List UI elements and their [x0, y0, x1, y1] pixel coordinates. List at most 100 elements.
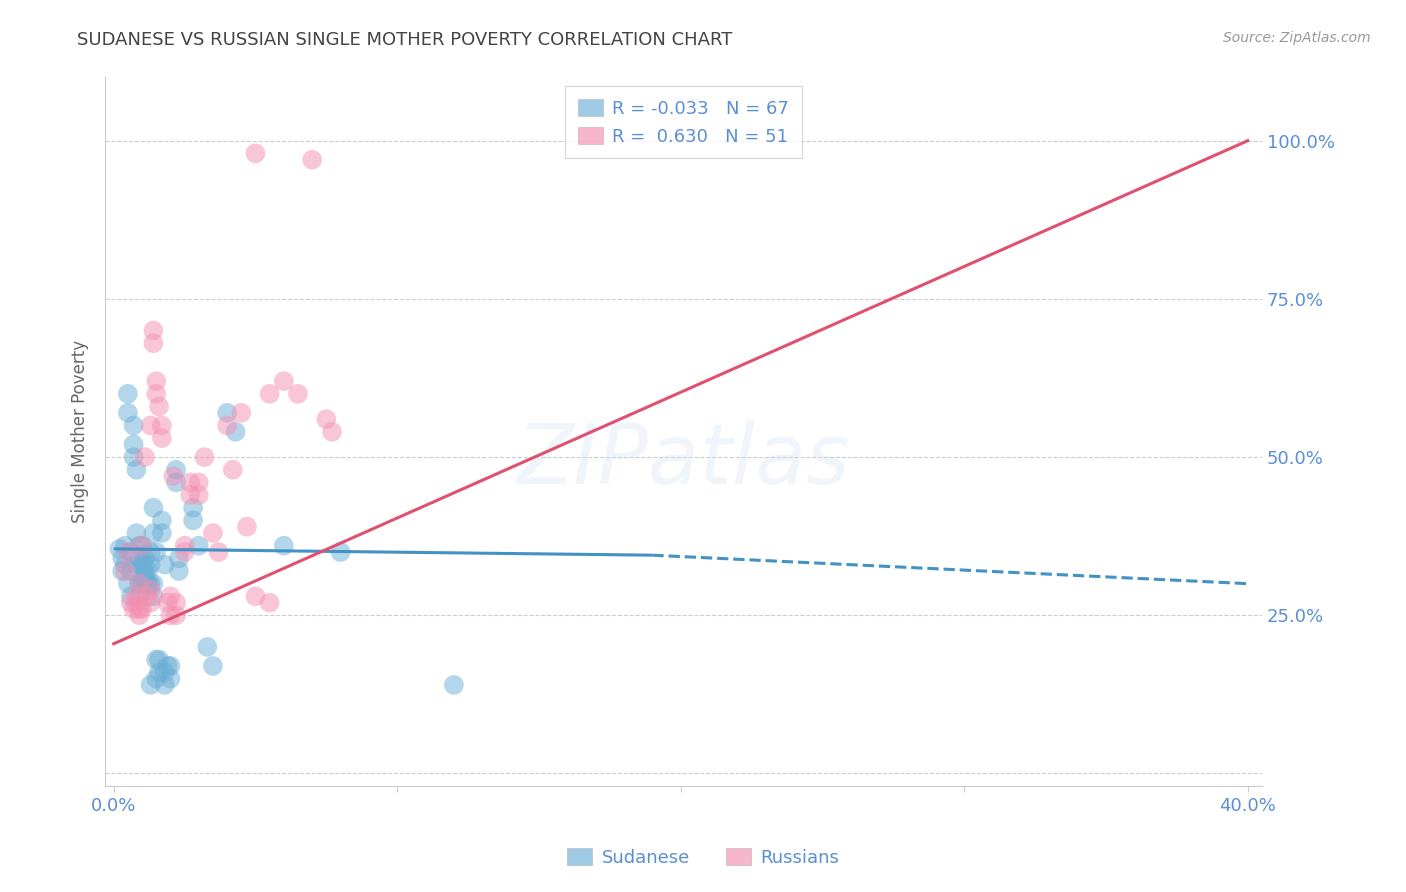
Point — [273, 374, 295, 388]
Point — [139, 545, 162, 559]
Point — [117, 406, 139, 420]
Point — [139, 678, 162, 692]
Point — [122, 437, 145, 451]
Point — [139, 596, 162, 610]
Point — [142, 526, 165, 541]
Point — [167, 564, 190, 578]
Point — [150, 526, 173, 541]
Point — [128, 551, 150, 566]
Point — [117, 387, 139, 401]
Point — [114, 539, 136, 553]
Point — [117, 576, 139, 591]
Point — [159, 672, 181, 686]
Point — [128, 602, 150, 616]
Point — [165, 463, 187, 477]
Point — [222, 463, 245, 477]
Point — [167, 551, 190, 566]
Point — [142, 576, 165, 591]
Point — [131, 558, 153, 572]
Point — [111, 551, 134, 566]
Point — [142, 336, 165, 351]
Point — [145, 652, 167, 666]
Point — [134, 450, 156, 464]
Point — [108, 541, 131, 556]
Point — [120, 590, 142, 604]
Point — [114, 558, 136, 572]
Point — [111, 564, 134, 578]
Point — [187, 488, 209, 502]
Point — [193, 450, 215, 464]
Text: SUDANESE VS RUSSIAN SINGLE MOTHER POVERTY CORRELATION CHART: SUDANESE VS RUSSIAN SINGLE MOTHER POVERT… — [77, 31, 733, 49]
Point — [122, 418, 145, 433]
Point — [134, 564, 156, 578]
Point — [259, 596, 281, 610]
Text: Source: ZipAtlas.com: Source: ZipAtlas.com — [1223, 31, 1371, 45]
Point — [145, 387, 167, 401]
Text: ZIPatlas: ZIPatlas — [517, 419, 851, 500]
Point — [165, 475, 187, 490]
Point — [128, 608, 150, 623]
Point — [148, 665, 170, 680]
Point — [165, 608, 187, 623]
Point — [145, 672, 167, 686]
Point — [128, 576, 150, 591]
Point — [179, 488, 201, 502]
Point — [139, 582, 162, 597]
Point — [173, 539, 195, 553]
Point — [150, 431, 173, 445]
Point — [287, 387, 309, 401]
Point — [131, 539, 153, 553]
Point — [120, 564, 142, 578]
Point — [122, 450, 145, 464]
Point — [301, 153, 323, 167]
Point — [139, 418, 162, 433]
Point — [259, 387, 281, 401]
Point — [217, 418, 239, 433]
Legend: Sudanese, Russians: Sudanese, Russians — [560, 841, 846, 874]
Point — [145, 545, 167, 559]
Point — [225, 425, 247, 439]
Point — [245, 146, 267, 161]
Point — [139, 576, 162, 591]
Point — [173, 545, 195, 559]
Point — [128, 590, 150, 604]
Point — [120, 596, 142, 610]
Point — [148, 652, 170, 666]
Point — [201, 659, 224, 673]
Point — [153, 678, 176, 692]
Point — [128, 576, 150, 591]
Point — [245, 590, 267, 604]
Point — [329, 545, 352, 559]
Point — [181, 513, 204, 527]
Point — [139, 558, 162, 572]
Point — [231, 406, 253, 420]
Point — [207, 545, 229, 559]
Point — [142, 324, 165, 338]
Point — [187, 475, 209, 490]
Point — [165, 596, 187, 610]
Point — [122, 602, 145, 616]
Point — [128, 539, 150, 553]
Point — [159, 608, 181, 623]
Point — [443, 678, 465, 692]
Point — [117, 545, 139, 559]
Legend: R = -0.033   N = 67, R =  0.630   N = 51: R = -0.033 N = 67, R = 0.630 N = 51 — [565, 87, 801, 159]
Point — [136, 576, 159, 591]
Point — [156, 659, 179, 673]
Point — [125, 558, 148, 572]
Point — [136, 564, 159, 578]
Point — [150, 418, 173, 433]
Point — [273, 539, 295, 553]
Point — [125, 590, 148, 604]
Point — [114, 564, 136, 578]
Point — [159, 590, 181, 604]
Point — [150, 513, 173, 527]
Point — [142, 590, 165, 604]
Point — [125, 463, 148, 477]
Point — [134, 551, 156, 566]
Point — [315, 412, 337, 426]
Point — [159, 659, 181, 673]
Point — [179, 475, 201, 490]
Point — [148, 400, 170, 414]
Point — [134, 570, 156, 584]
